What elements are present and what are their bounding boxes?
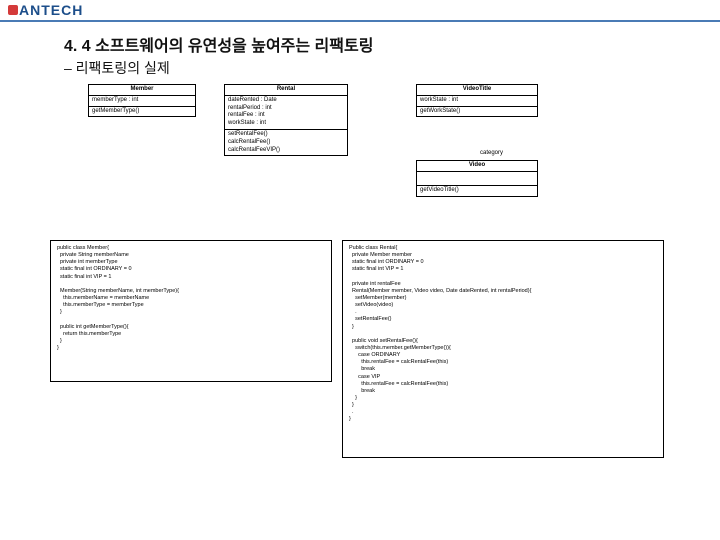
code-rental-class: Public class Rental{ private Member memb…	[342, 240, 664, 458]
logo-mark	[8, 5, 18, 15]
page-subtitle: – 리팩토링의 실제	[64, 58, 170, 78]
uml-video-ops: getVideoTitle()	[417, 186, 537, 196]
uml-member-ops: getMemberType()	[89, 107, 195, 117]
uml-class-member: Member memberType : int getMemberType()	[88, 84, 196, 117]
code-member-class: public class Member{ private String memb…	[50, 240, 332, 382]
uml-rental-name: Rental	[225, 85, 347, 96]
uml-rental-attrs: dateRented : Date rentalPeriod : int ren…	[225, 96, 347, 130]
brand-logo: ANTECH	[8, 2, 83, 18]
page-title: 4. 4 소프트웨어의 유연성을 높여주는 리팩토링	[64, 32, 373, 56]
uml-member-attrs: memberType : int	[89, 96, 195, 107]
uml-member-name: Member	[89, 85, 195, 96]
uml-class-video: Video getVideoTitle()	[416, 160, 538, 197]
uml-videotitle-attrs: workState : int	[417, 96, 537, 107]
uml-class-videotitle: VideoTitle workState : int getWorkState(…	[416, 84, 538, 117]
brand-text: ANTECH	[19, 2, 83, 18]
uml-rental-ops: setRentalFee() calcRentalFee() calcRenta…	[225, 130, 347, 155]
uml-label-category: category	[480, 150, 503, 156]
uml-videotitle-ops: getWorkState()	[417, 107, 537, 117]
uml-video-name: Video	[417, 161, 537, 172]
uml-videotitle-name: VideoTitle	[417, 85, 537, 96]
uml-video-attrs	[417, 172, 537, 186]
uml-class-rental: Rental dateRented : Date rentalPeriod : …	[224, 84, 348, 156]
header-bar: ANTECH	[0, 0, 720, 22]
